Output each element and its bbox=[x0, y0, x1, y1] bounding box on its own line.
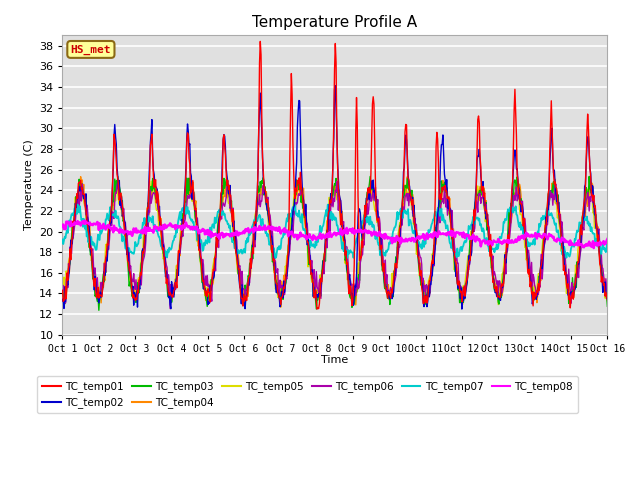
TC_temp03 bbox=[125, 283, 133, 289]
TC_temp07 bbox=[59, 237, 67, 242]
TC_temp01 bbox=[419, 289, 426, 295]
TC_temp01 bbox=[209, 274, 216, 279]
TC_temp05 bbox=[604, 292, 611, 298]
TC_temp02 bbox=[604, 295, 611, 301]
TC_temp01 bbox=[68, 233, 76, 239]
Title: Temperature Profile A: Temperature Profile A bbox=[252, 15, 417, 30]
Line: TC_temp05: TC_temp05 bbox=[63, 181, 607, 307]
TC_temp03 bbox=[604, 303, 611, 309]
TC_temp04 bbox=[59, 292, 67, 298]
TC_temp05 bbox=[125, 265, 132, 271]
TC_temp05 bbox=[147, 178, 155, 184]
Line: TC_temp07: TC_temp07 bbox=[63, 204, 607, 258]
TC_temp06 bbox=[403, 191, 410, 196]
TC_temp01 bbox=[604, 297, 611, 302]
TC_temp07 bbox=[604, 237, 611, 243]
TC_temp02 bbox=[332, 83, 339, 89]
Y-axis label: Temperature (C): Temperature (C) bbox=[24, 140, 34, 230]
TC_temp04 bbox=[604, 298, 611, 304]
TC_temp06 bbox=[419, 283, 426, 288]
TC_temp04 bbox=[125, 257, 133, 263]
TC_temp03 bbox=[209, 275, 217, 280]
TC_temp07 bbox=[68, 212, 76, 217]
TC_temp02 bbox=[125, 252, 132, 258]
TC_temp05 bbox=[59, 288, 67, 293]
TC_temp02 bbox=[458, 306, 466, 312]
TC_temp02 bbox=[209, 275, 216, 280]
TC_temp08 bbox=[180, 225, 188, 231]
TC_temp08 bbox=[402, 236, 410, 242]
TC_temp05 bbox=[419, 282, 426, 288]
TC_temp02 bbox=[180, 216, 188, 221]
TC_temp06 bbox=[166, 306, 174, 312]
TC_temp08 bbox=[209, 233, 217, 239]
Line: TC_temp04: TC_temp04 bbox=[63, 177, 607, 307]
TC_temp03 bbox=[68, 223, 76, 228]
TC_temp04 bbox=[209, 279, 217, 285]
TC_temp08 bbox=[68, 222, 76, 228]
Line: TC_temp08: TC_temp08 bbox=[63, 221, 607, 248]
TC_temp07 bbox=[403, 211, 410, 217]
TC_temp03 bbox=[586, 174, 593, 180]
Line: TC_temp01: TC_temp01 bbox=[63, 41, 607, 309]
TC_temp01 bbox=[403, 122, 410, 128]
TC_temp05 bbox=[403, 189, 410, 195]
TC_temp07 bbox=[180, 210, 188, 216]
TC_temp02 bbox=[402, 132, 410, 138]
TC_temp06 bbox=[333, 179, 340, 184]
TC_temp01 bbox=[313, 306, 321, 312]
TC_temp08 bbox=[59, 223, 67, 229]
TC_temp02 bbox=[418, 280, 426, 286]
TC_temp04 bbox=[403, 190, 410, 195]
TC_temp06 bbox=[59, 288, 67, 294]
X-axis label: Time: Time bbox=[321, 355, 349, 365]
TC_temp01 bbox=[59, 288, 67, 293]
TC_temp02 bbox=[59, 298, 67, 304]
TC_temp04 bbox=[180, 204, 188, 210]
TC_temp07 bbox=[209, 222, 217, 228]
TC_temp08 bbox=[604, 236, 611, 242]
TC_temp07 bbox=[125, 245, 132, 251]
Text: HS_met: HS_met bbox=[70, 44, 111, 55]
TC_temp01 bbox=[257, 38, 264, 44]
TC_temp06 bbox=[604, 291, 611, 297]
TC_temp01 bbox=[180, 212, 188, 217]
TC_temp04 bbox=[419, 287, 426, 293]
TC_temp05 bbox=[209, 261, 217, 267]
TC_temp04 bbox=[77, 174, 84, 180]
TC_temp06 bbox=[68, 235, 76, 240]
Line: TC_temp03: TC_temp03 bbox=[63, 177, 607, 310]
TC_temp08 bbox=[125, 229, 133, 235]
TC_temp06 bbox=[180, 219, 188, 225]
TC_temp08 bbox=[418, 234, 426, 240]
TC_temp04 bbox=[277, 304, 285, 310]
TC_temp06 bbox=[209, 269, 217, 275]
TC_temp01 bbox=[125, 260, 132, 265]
TC_temp07 bbox=[271, 255, 279, 261]
TC_temp03 bbox=[402, 183, 410, 189]
TC_temp04 bbox=[68, 236, 76, 241]
Line: TC_temp02: TC_temp02 bbox=[63, 86, 607, 309]
TC_temp03 bbox=[180, 203, 188, 208]
TC_temp06 bbox=[125, 255, 132, 261]
TC_temp03 bbox=[418, 281, 426, 287]
TC_temp07 bbox=[419, 240, 426, 245]
TC_temp02 bbox=[68, 240, 76, 246]
TC_temp05 bbox=[277, 304, 285, 310]
Line: TC_temp06: TC_temp06 bbox=[63, 181, 607, 309]
TC_temp05 bbox=[68, 224, 76, 230]
TC_temp07 bbox=[181, 201, 189, 206]
TC_temp08 bbox=[81, 218, 89, 224]
Legend: TC_temp01, TC_temp02, TC_temp03, TC_temp04, TC_temp05, TC_temp06, TC_temp07, TC_: TC_temp01, TC_temp02, TC_temp03, TC_temp… bbox=[37, 376, 579, 413]
TC_temp08 bbox=[590, 245, 598, 251]
TC_temp03 bbox=[95, 307, 102, 313]
TC_temp05 bbox=[180, 200, 188, 206]
TC_temp03 bbox=[59, 287, 67, 292]
